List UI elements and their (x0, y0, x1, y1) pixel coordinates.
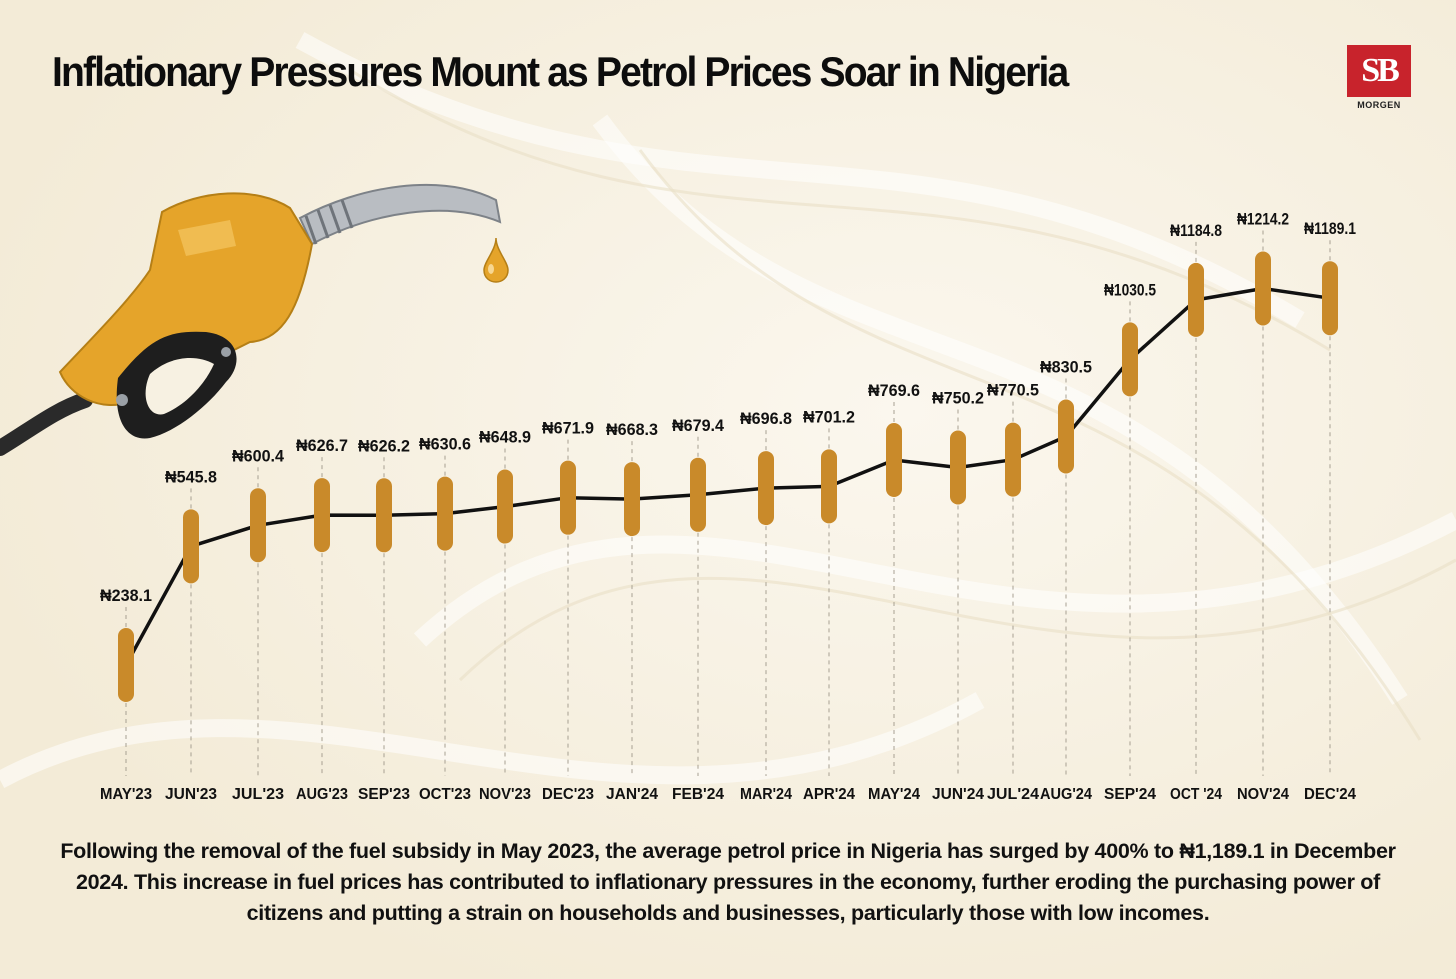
x-tick-label: JUN'23 (165, 786, 217, 803)
price-bar (821, 449, 837, 524)
price-bar (1058, 399, 1074, 474)
page-title: Inflationary Pressures Mount as Petrol P… (52, 48, 1069, 95)
data-label: ₦696.8 (740, 409, 792, 428)
x-tick-label: JUN'24 (932, 786, 984, 803)
price-bar (1005, 422, 1021, 497)
data-label: ₦668.3 (606, 420, 658, 439)
x-tick-label: DEC'24 (1304, 786, 1356, 803)
price-bar (437, 476, 453, 551)
x-tick-label: FEB'24 (672, 786, 724, 803)
price-bar (183, 509, 199, 584)
x-tick-label: JUL'24 (987, 786, 1039, 803)
x-tick-label: SEP'23 (358, 786, 410, 803)
price-bar (690, 457, 706, 532)
price-bar (560, 460, 576, 535)
x-tick-label: DEC'23 (542, 786, 594, 803)
x-tick-label: APR'24 (803, 786, 855, 803)
data-label: ₦238.1 (100, 586, 152, 605)
logo-wordmark: MORGEN (1357, 100, 1401, 110)
price-bar (624, 462, 640, 537)
data-label: ₦679.4 (672, 416, 725, 435)
data-label: ₦770.5 (987, 381, 1039, 400)
data-label: ₦769.6 (868, 381, 920, 400)
data-label: ₦830.5 (1040, 358, 1092, 377)
price-bar (1255, 251, 1271, 326)
x-tick-label: NOV'23 (479, 786, 531, 803)
price-bar (250, 488, 266, 563)
x-tick-label: NOV'24 (1237, 786, 1289, 803)
data-label: ₦648.9 (479, 428, 531, 447)
x-tick-label: AUG'24 (1040, 786, 1092, 803)
fuel-drop-icon (483, 237, 509, 283)
data-label: ₦701.2 (803, 407, 855, 426)
price-bar (1122, 322, 1138, 397)
logo-mark: SB (1347, 45, 1411, 97)
x-tick-label: OCT'23 (419, 786, 471, 803)
price-bar (314, 478, 330, 553)
x-tick-label: JUL'23 (232, 786, 284, 803)
data-label: ₦1214.2 (1237, 210, 1289, 229)
x-tick-label: SEP'24 (1104, 786, 1156, 803)
price-bar (118, 628, 134, 702)
data-label: ₦1189.1 (1304, 219, 1356, 238)
price-bar (1322, 261, 1338, 336)
price-bar (376, 478, 392, 553)
x-tick-label: MAY'23 (100, 786, 152, 803)
price-bar (497, 469, 513, 544)
price-bar (758, 451, 774, 526)
data-label: ₦626.7 (296, 436, 348, 455)
x-tick-label: MAR'24 (740, 786, 792, 803)
data-label: ₦626.2 (358, 436, 410, 455)
data-label: ₦1030.5 (1104, 280, 1156, 299)
fuel-pump-nozzle-icon (0, 184, 502, 456)
x-tick-label: JAN'24 (606, 786, 658, 803)
data-label: ₦750.2 (932, 388, 984, 407)
chart-caption: Following the removal of the fuel subsid… (60, 839, 1396, 925)
price-bar (886, 423, 902, 498)
data-label: ₦545.8 (165, 467, 217, 486)
x-tick-label: OCT '24 (1170, 786, 1222, 803)
data-label: ₦1184.8 (1170, 221, 1222, 240)
x-tick-label: MAY'24 (868, 786, 920, 803)
brand-logo: SB MORGEN (1347, 45, 1411, 115)
data-label: ₦671.9 (542, 419, 594, 438)
data-label: ₦600.4 (232, 446, 285, 465)
series-line (124, 286, 1332, 667)
price-bar (950, 430, 966, 505)
x-tick-label: AUG'23 (296, 786, 348, 803)
data-label: ₦630.6 (419, 435, 471, 454)
price-bar (1188, 262, 1204, 337)
